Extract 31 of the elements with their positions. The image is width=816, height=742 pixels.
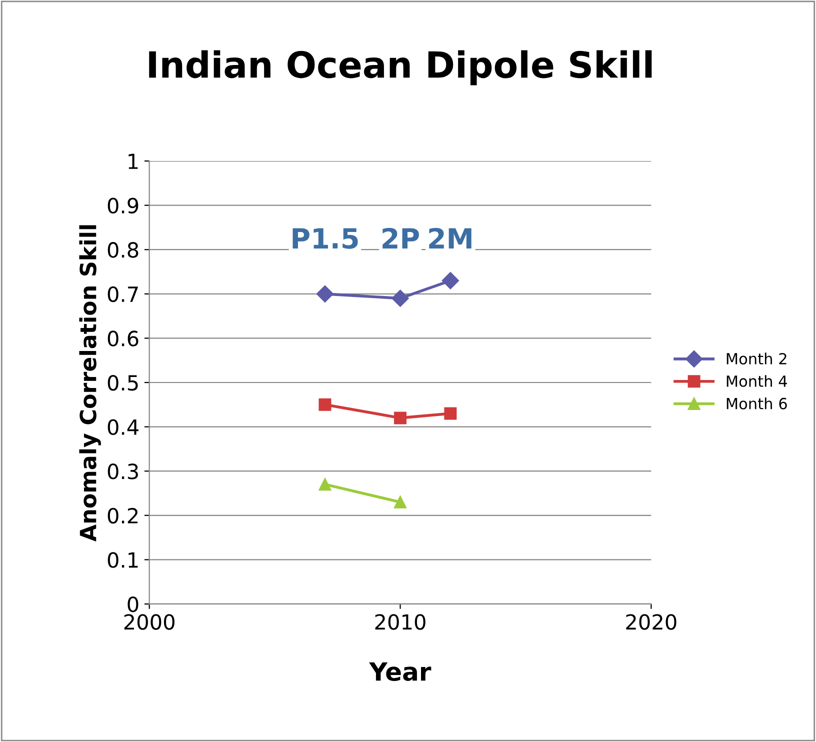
y-tick-label: 0.7	[108, 286, 138, 302]
point	[392, 290, 409, 307]
x-tick-label: 2020	[626, 614, 676, 630]
point	[316, 285, 334, 302]
y-tick-label: 0.6	[108, 330, 138, 346]
y-tick-label: 0.9	[108, 198, 138, 214]
annotation: 2M	[429, 228, 472, 248]
point	[318, 478, 332, 491]
legend-label: Month 2	[726, 352, 786, 365]
y-tick-label: 0.3	[108, 464, 138, 480]
point	[442, 272, 459, 290]
legend-label: Month 6	[726, 398, 787, 410]
chart-title: Indian Ocean Dipole Skill	[149, 50, 652, 86]
y-tick-label: 0.5	[108, 374, 138, 391]
x-axis-title: Year	[369, 662, 432, 681]
y-tick-label: 0.4	[108, 419, 138, 436]
y-tick-label: 0.8	[108, 242, 138, 258]
point	[444, 407, 457, 420]
point	[394, 496, 406, 508]
point	[394, 412, 406, 424]
point	[318, 398, 332, 411]
legend-label: Month 4	[726, 375, 787, 387]
annotation: P1.5	[292, 228, 358, 249]
y-tick-label: 1	[128, 154, 138, 169]
y-tick-label: 0	[128, 596, 138, 612]
y-tick-label: 0.1	[108, 552, 138, 568]
y-tick-label: 0.2	[108, 508, 138, 524]
y-axis-title: Anomaly Correlation Skill	[79, 225, 101, 542]
x-tick-label: 2000	[124, 614, 174, 630]
x-tick-label: 2010	[375, 614, 426, 630]
annotation: 2P	[382, 228, 419, 248]
